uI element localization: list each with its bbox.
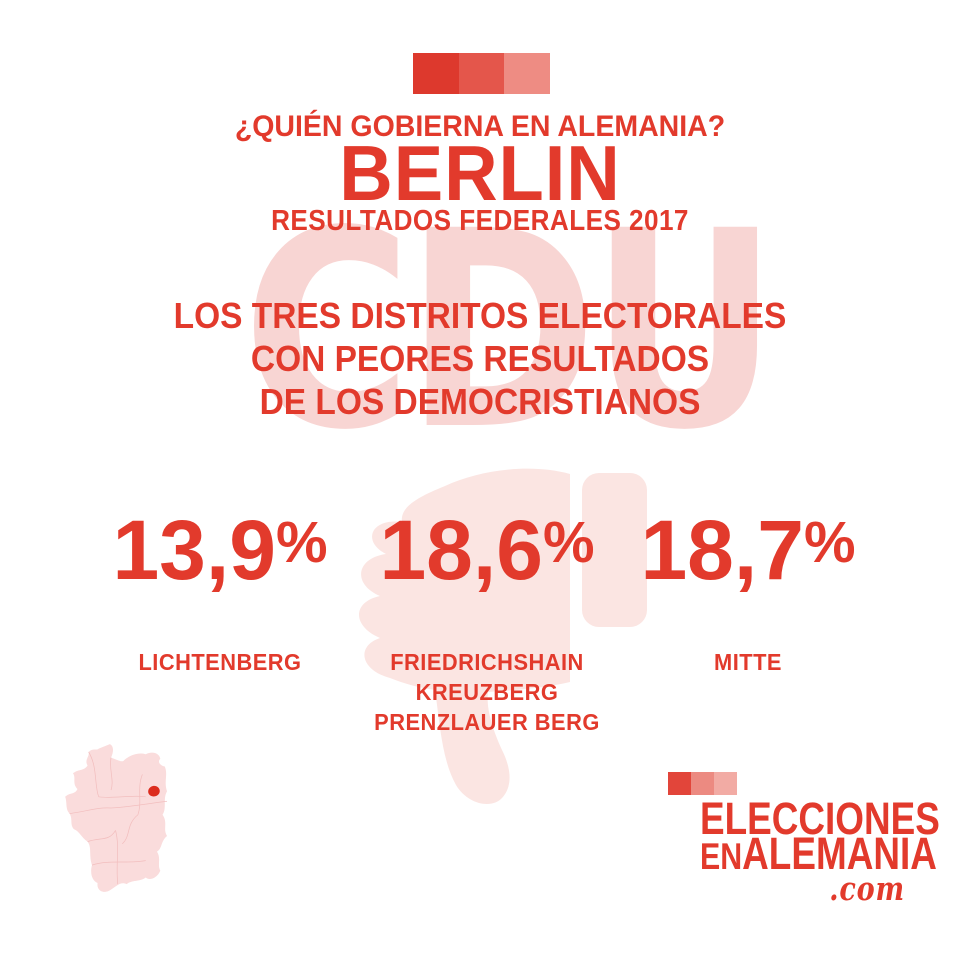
headline: LOS TRES DISTRITOS ELECTORALES CON PEORE… xyxy=(34,294,927,423)
site-logo: ELECCIONES ENALEMANIA .com xyxy=(655,772,940,908)
thumbs-down-icon xyxy=(359,468,647,805)
logo-text: ELECCIONES ENALEMANIA .com xyxy=(700,793,940,908)
header-subtitle: RESULTADOS FEDERALES 2017 xyxy=(271,205,689,237)
headline-line-1: LOS TRES DISTRITOS ELECTORALES xyxy=(173,295,787,336)
stat-district-label: FRIEDRICHSHAIN KREUZBERG PRENZLAUER BERG xyxy=(374,649,600,735)
logo-flag-icon xyxy=(668,772,737,795)
state-borders xyxy=(69,751,168,885)
stat-lichtenberg: 13,9% LICHTENBERG xyxy=(85,501,355,677)
stat-friedrichshain: 18,6% FRIEDRICHSHAIN KREUZBERG PRENZLAUE… xyxy=(352,501,622,737)
logo-line-2: ENALEMANIA xyxy=(700,828,937,879)
page-title: BERLIN xyxy=(339,129,621,217)
berlin-highlight xyxy=(148,785,160,797)
stat-district-label: LICHTENBERG xyxy=(138,649,302,675)
logo-flag-segment-3 xyxy=(714,772,737,795)
logo-flag-segment-2 xyxy=(691,772,714,795)
flag-bar-segment-1 xyxy=(413,53,459,94)
logo-domain: .com xyxy=(829,869,905,908)
header-question: ¿QUIÉN GOBIERNA EN ALEMANIA? xyxy=(234,110,726,143)
stat-value: 18,6% xyxy=(379,503,595,597)
logo-flag-segment-1 xyxy=(668,772,691,795)
stat-district-label: MITTE xyxy=(714,649,782,675)
logo-line-1: ELECCIONES xyxy=(700,793,940,844)
flag-bar xyxy=(413,53,551,94)
flag-bar-segment-2 xyxy=(458,53,505,94)
germany-map xyxy=(65,744,168,892)
stat-mitte: 18,7% MITTE xyxy=(613,501,883,677)
stat-value: 18,7% xyxy=(640,503,856,597)
headline-line-2: CON PEORES RESULTADOS xyxy=(250,338,710,379)
flag-bar-segment-3 xyxy=(504,53,551,94)
stat-value: 13,9% xyxy=(112,503,328,597)
percent-sign: % xyxy=(803,510,856,575)
cdu-watermark: CDU xyxy=(242,174,779,490)
percent-sign: % xyxy=(275,510,328,575)
headline-line-3: DE LOS DEMOCRISTIANOS xyxy=(259,381,701,422)
percent-sign: % xyxy=(542,510,595,575)
